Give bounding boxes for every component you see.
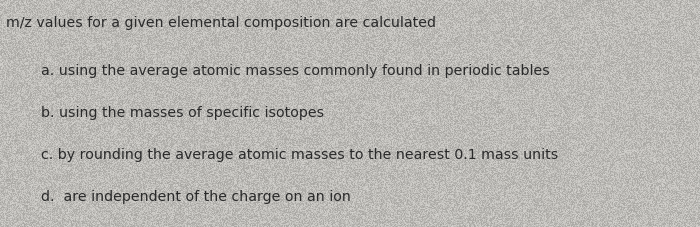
- Text: m/z values for a given elemental composition are calculated: m/z values for a given elemental composi…: [6, 16, 435, 30]
- Text: c. by rounding the average atomic masses to the nearest 0.1 mass units: c. by rounding the average atomic masses…: [41, 148, 558, 162]
- Text: a. using the average atomic masses commonly found in periodic tables: a. using the average atomic masses commo…: [41, 64, 550, 78]
- Text: b. using the masses of specific isotopes: b. using the masses of specific isotopes: [41, 106, 323, 120]
- Text: d.  are independent of the charge on an ion: d. are independent of the charge on an i…: [41, 190, 351, 204]
